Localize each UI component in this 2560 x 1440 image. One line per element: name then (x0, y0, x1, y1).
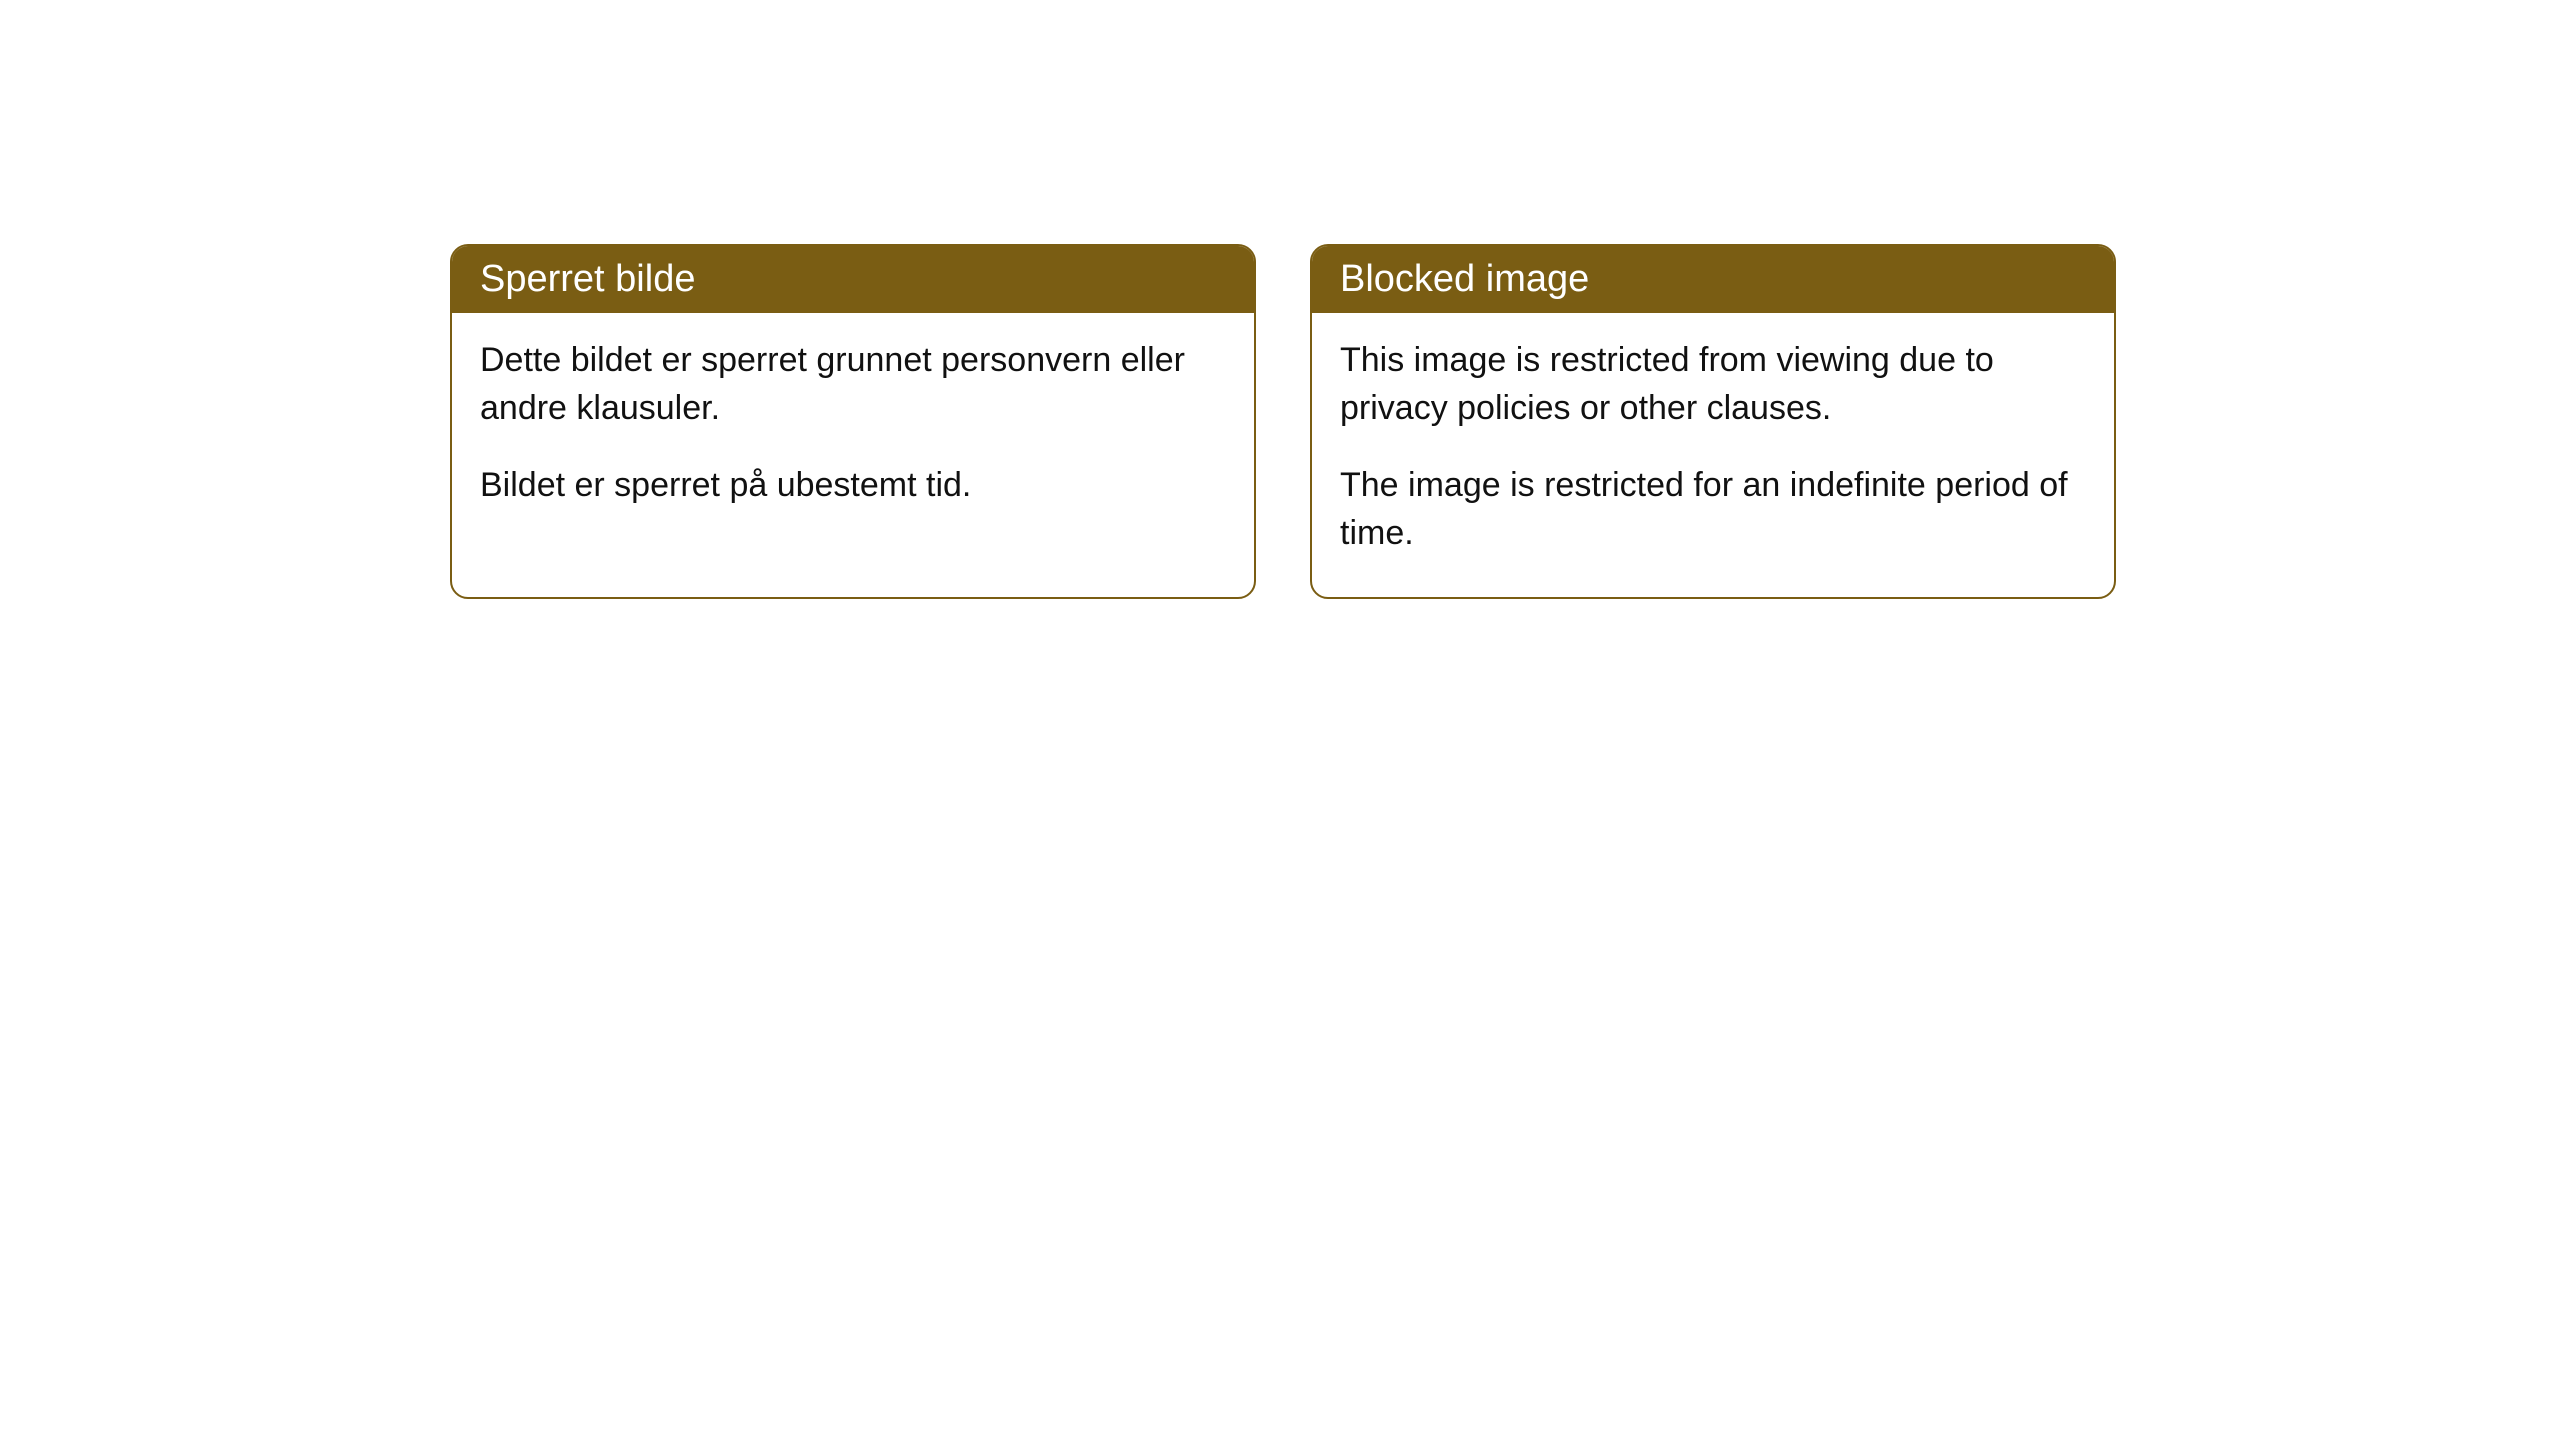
card-container: Sperret bilde Dette bildet er sperret gr… (0, 0, 2560, 599)
card-body: This image is restricted from viewing du… (1312, 313, 2114, 597)
card-paragraph: The image is restricted for an indefinit… (1340, 462, 2086, 557)
card-header: Blocked image (1312, 246, 2114, 313)
card-paragraph: This image is restricted from viewing du… (1340, 337, 2086, 432)
blocked-image-card-norwegian: Sperret bilde Dette bildet er sperret gr… (450, 244, 1256, 599)
card-title: Sperret bilde (480, 258, 695, 300)
blocked-image-card-english: Blocked image This image is restricted f… (1310, 244, 2116, 599)
card-header: Sperret bilde (452, 246, 1254, 313)
card-body: Dette bildet er sperret grunnet personve… (452, 313, 1254, 550)
card-paragraph: Bildet er sperret på ubestemt tid. (480, 462, 1226, 510)
card-title: Blocked image (1340, 258, 1589, 300)
card-paragraph: Dette bildet er sperret grunnet personve… (480, 337, 1226, 432)
